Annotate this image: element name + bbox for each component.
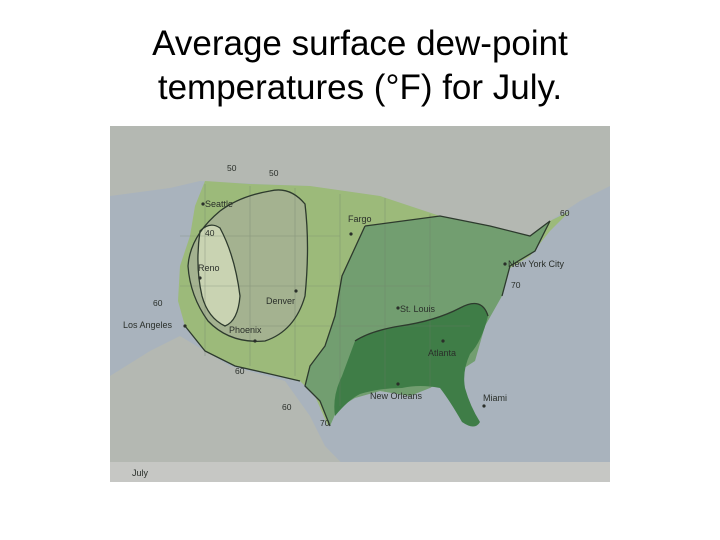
isotherm-70-east <box>501 220 551 297</box>
isotherm-lines <box>184 189 551 427</box>
city-label-new-orleans: New Orleans <box>370 391 423 401</box>
isotherm-label-40: 40 <box>205 228 215 238</box>
isotherm-70-west <box>304 225 366 427</box>
isotherm-label-60b: 60 <box>560 208 570 218</box>
canada-land <box>110 126 610 236</box>
city-dot-atlanta <box>441 339 445 343</box>
city-dot-fargo <box>349 232 353 236</box>
city-label-phoenix: Phoenix <box>229 325 262 335</box>
city-dot-phoenix <box>253 339 257 343</box>
isotherm-label-70b: 70 <box>320 418 330 428</box>
city-label-new-york-city: New York City <box>508 259 565 269</box>
map-caption: July <box>132 468 149 478</box>
zone-gt70 <box>334 303 488 427</box>
city-dot-new-york-city <box>503 262 507 266</box>
state-borders <box>180 184 470 406</box>
city-label-reno: Reno <box>198 263 220 273</box>
city-dot-denver <box>294 289 298 293</box>
city-label-st-louis: St. Louis <box>400 304 436 314</box>
city-label-miami: Miami <box>483 393 507 403</box>
city-dot-reno <box>198 276 202 280</box>
slide-title: Average surface dew-point temperatures (… <box>0 22 720 110</box>
title-line-2: temperatures (°F) for July. <box>157 68 563 107</box>
city-dot-miami <box>482 404 486 408</box>
caption-strip <box>110 462 610 482</box>
city-label-atlanta: Atlanta <box>428 348 456 358</box>
city-label-fargo: Fargo <box>348 214 372 224</box>
isotherm-label-60c: 60 <box>235 366 245 376</box>
isotherm-gt70 <box>354 302 489 342</box>
dew-point-map: Seattle Fargo Reno Denver Los Angeles Ph… <box>110 126 610 482</box>
isotherm-50 <box>187 189 309 342</box>
city-dot-los-angeles <box>183 324 187 328</box>
isotherm-label-50b: 50 <box>269 168 279 178</box>
isotherm-label-70a: 70 <box>511 280 521 290</box>
isotherm-label-60d: 60 <box>282 402 292 412</box>
isotherm-40 <box>197 224 241 327</box>
mexico-land <box>110 336 360 482</box>
city-dots <box>183 202 507 408</box>
title-line-1: Average surface dew-point <box>152 24 568 63</box>
city-label-seattle: Seattle <box>205 199 233 209</box>
city-dot-seattle <box>201 202 205 206</box>
map-svg: Seattle Fargo Reno Denver Los Angeles Ph… <box>110 126 610 482</box>
isotherm-label-50a: 50 <box>227 163 237 173</box>
isotherm-label-60a: 60 <box>153 298 163 308</box>
isotherm-60-southwest <box>184 325 301 382</box>
city-label-los-angeles: Los Angeles <box>123 320 173 330</box>
city-dot-st-louis <box>396 306 400 310</box>
isotherm-70-north <box>364 215 551 237</box>
city-label-denver: Denver <box>266 296 295 306</box>
city-dot-new-orleans <box>396 382 400 386</box>
